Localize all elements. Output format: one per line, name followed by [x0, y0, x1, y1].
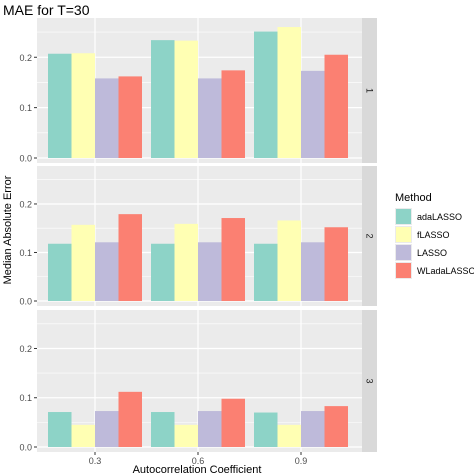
bar-LASSO-0.9-panel-2 [301, 242, 325, 301]
x-axis-label: Autocorrelation Coefficient [133, 464, 262, 476]
bar-adaLASSO-0.9-panel-2 [254, 243, 278, 301]
bar-adaLASSO-0.6-panel-1 [151, 40, 175, 159]
bar-WLadaLASSO-0.6-panel-2 [221, 218, 245, 301]
bar-WLadaLASSO-0.3-panel-1 [118, 76, 142, 158]
bar-adaLASSO-0.6-panel-3 [151, 412, 175, 447]
bar-adaLASSO-0.3-panel-1 [48, 53, 72, 158]
bar-WLadaLASSO-0.3-panel-3 [118, 391, 142, 447]
x-tick-label: 0.6 [192, 456, 205, 466]
facet-strip-label: 3 [365, 378, 375, 383]
bar-adaLASSO-0.9-panel-3 [254, 412, 278, 447]
bar-LASSO-0.3-panel-3 [95, 411, 119, 447]
facet-strip [362, 310, 377, 452]
y-tick-label: 0.2 [19, 53, 32, 63]
legend-label: LASSO [417, 248, 447, 258]
legend-label: fLASSO [417, 230, 450, 240]
bar-WLadaLASSO-0.9-panel-2 [324, 227, 348, 301]
legend: Method adaLASSO fLASSO LASSO WLadaLASSO [395, 192, 474, 279]
bar-adaLASSO-0.3-panel-2 [48, 243, 72, 301]
bar-LASSO-0.6-panel-1 [198, 78, 222, 158]
legend-swatch-adaLASSO [396, 209, 411, 224]
y-tick-label: 0.0 [19, 443, 32, 453]
bar-adaLASSO-0.6-panel-2 [151, 243, 175, 301]
facet-strip-label: 2 [365, 233, 375, 238]
x-tick-label: 0.9 [295, 456, 308, 466]
bar-fLASSO-0.9-panel-3 [277, 424, 301, 447]
bar-LASSO-0.9-panel-1 [301, 70, 325, 158]
bar-adaLASSO-0.9-panel-1 [254, 31, 278, 158]
y-tick-label: 0.1 [19, 393, 32, 403]
bar-LASSO-0.6-panel-2 [198, 242, 222, 301]
facet-panels: 0.0 0.1 0.2 1 0.0 0.1 0.2 2 0.0 0.1 0.2 3 0.3 0.6 0.9 [19, 18, 377, 466]
bar-fLASSO-0.9-panel-1 [277, 27, 301, 159]
facet-panel-1: 0.0 0.1 0.2 1 [19, 18, 377, 164]
y-tick-label: 0.0 [19, 297, 32, 307]
bar-WLadaLASSO-0.3-panel-2 [118, 214, 142, 301]
legend-swatch-WLadaLASSO [396, 263, 411, 278]
bar-LASSO-0.6-panel-3 [198, 411, 222, 447]
x-tick-label: 0.3 [89, 456, 102, 466]
bar-WLadaLASSO-0.6-panel-3 [221, 398, 245, 447]
bar-LASSO-0.9-panel-3 [301, 411, 325, 447]
y-tick-label: 0.2 [19, 199, 32, 209]
bar-WLadaLASSO-0.9-panel-3 [324, 406, 348, 447]
legend-label: WLadaLASSO [417, 266, 474, 276]
bar-fLASSO-0.3-panel-3 [71, 424, 95, 447]
bar-fLASSO-0.6-panel-2 [174, 223, 198, 301]
bar-WLadaLASSO-0.6-panel-1 [221, 70, 245, 158]
y-tick-label: 0.1 [19, 248, 32, 258]
y-axis-label: Median Absolute Error [2, 175, 14, 284]
facet-strip [362, 166, 377, 306]
bar-WLadaLASSO-0.9-panel-1 [324, 54, 348, 159]
bar-fLASSO-0.3-panel-2 [71, 224, 95, 301]
chart-title: MAE for T=30 [3, 2, 90, 18]
bar-fLASSO-0.6-panel-1 [174, 40, 198, 158]
legend-title: Method [395, 192, 432, 204]
legend-label: adaLASSO [417, 212, 462, 222]
bar-adaLASSO-0.3-panel-3 [48, 412, 72, 447]
facet-strip-label: 1 [365, 88, 375, 93]
legend-swatch-fLASSO [396, 227, 411, 242]
y-tick-label: 0.0 [19, 154, 32, 164]
bar-LASSO-0.3-panel-2 [95, 242, 119, 301]
facet-strip [362, 18, 377, 163]
legend-swatch-LASSO [396, 245, 411, 260]
facet-panel-3: 0.0 0.1 0.2 3 0.3 0.6 0.9 [19, 310, 377, 466]
y-tick-label: 0.2 [19, 344, 32, 354]
y-tick-label: 0.1 [19, 103, 32, 113]
bar-fLASSO-0.6-panel-3 [174, 424, 198, 447]
bar-fLASSO-0.9-panel-2 [277, 220, 301, 301]
bar-LASSO-0.3-panel-1 [95, 78, 119, 158]
bar-fLASSO-0.3-panel-1 [71, 53, 95, 158]
facet-panel-2: 0.0 0.1 0.2 2 [19, 166, 377, 307]
